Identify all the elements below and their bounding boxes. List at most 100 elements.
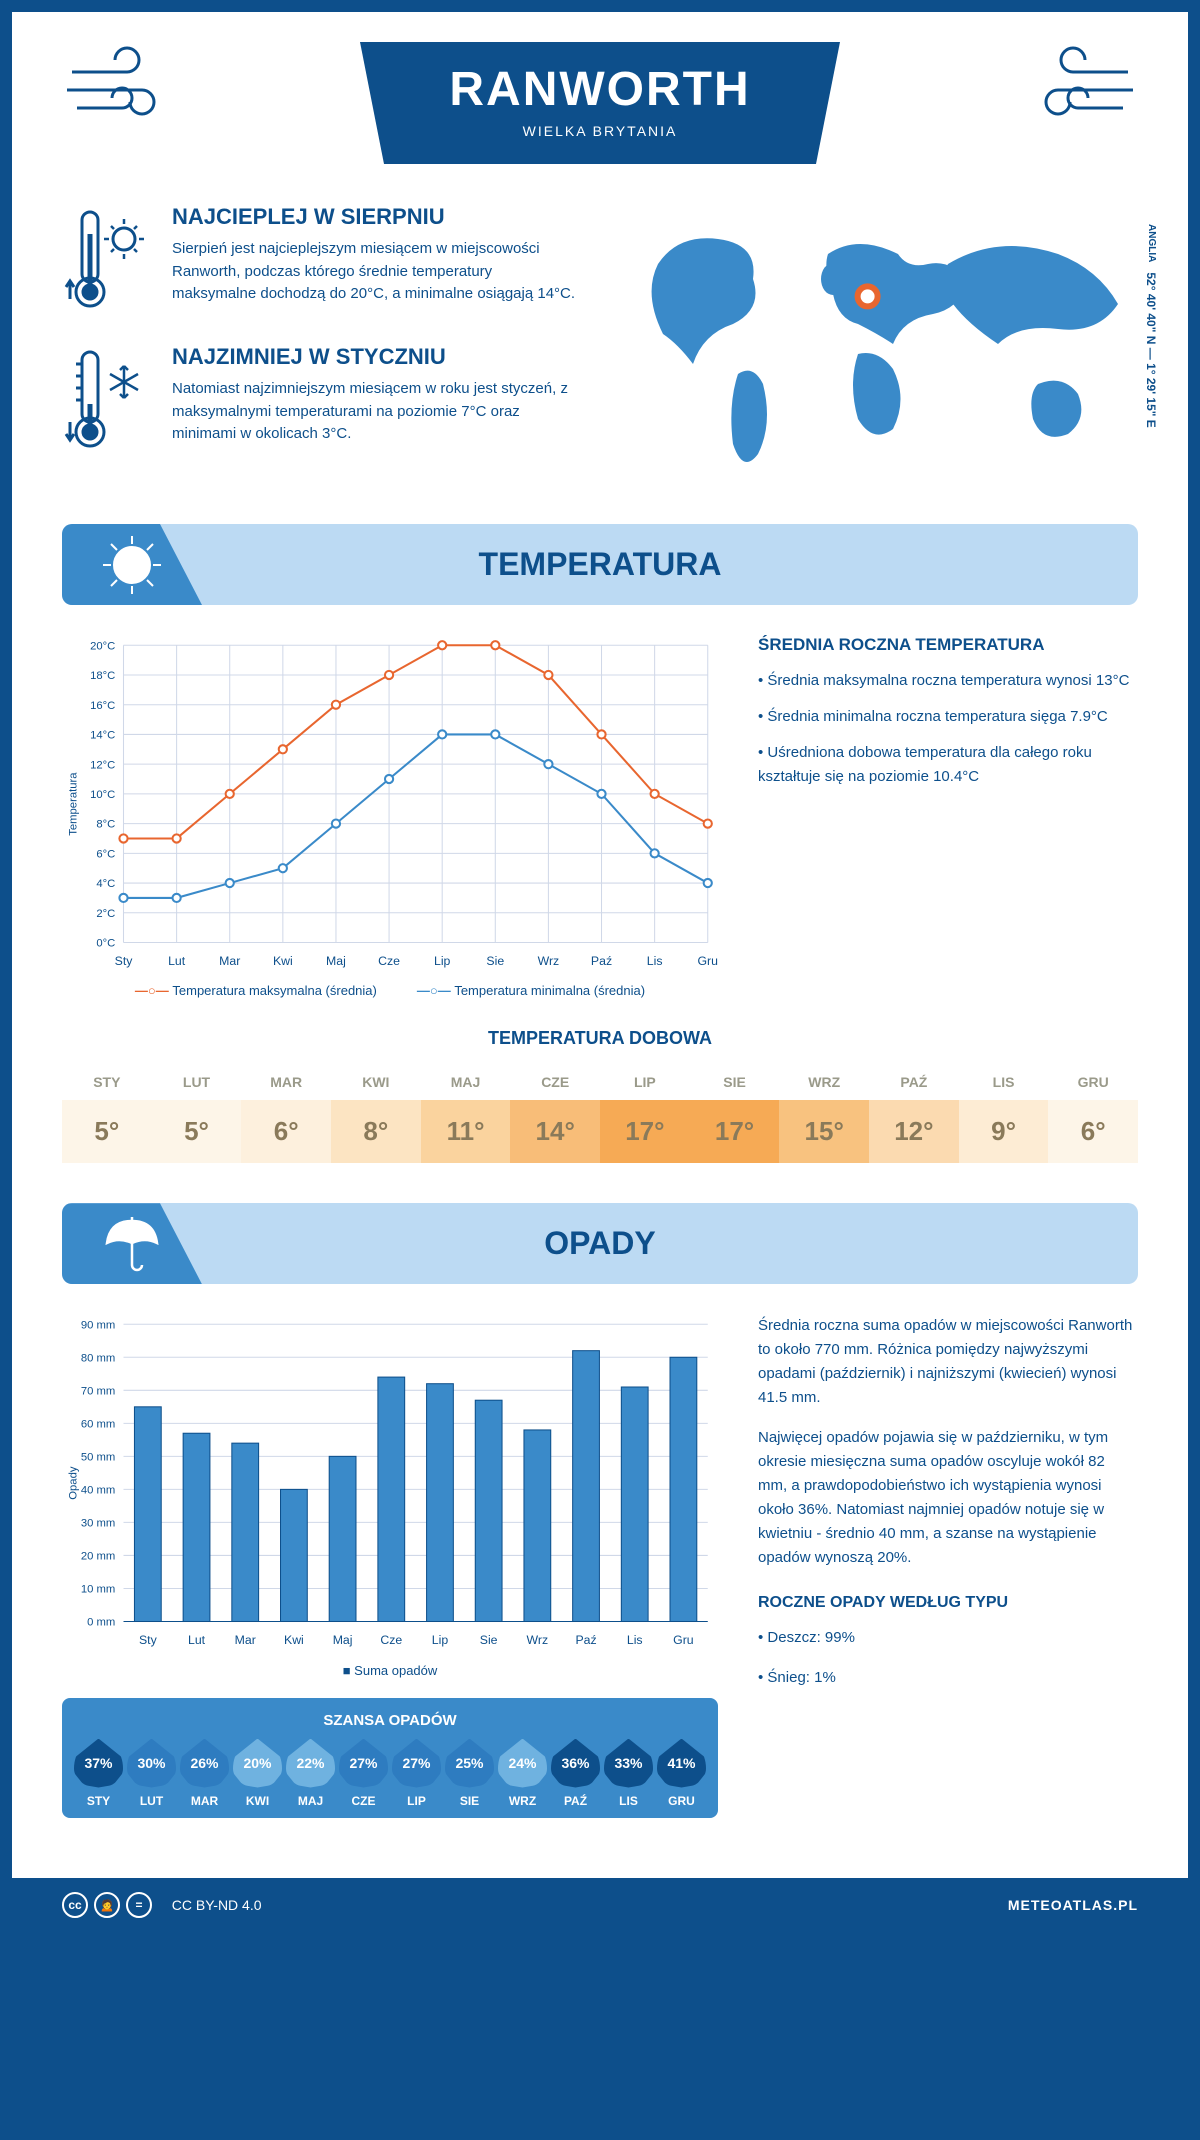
svg-text:12°C: 12°C xyxy=(90,759,115,771)
svg-text:0 mm: 0 mm xyxy=(87,1617,115,1629)
svg-text:70 mm: 70 mm xyxy=(81,1386,115,1398)
chance-drop: 30% LUT xyxy=(127,1739,176,1808)
chance-month: KWI xyxy=(233,1794,282,1808)
daily-month: MAJ xyxy=(421,1064,511,1100)
daily-month: LIP xyxy=(600,1064,690,1100)
svg-text:Maj: Maj xyxy=(326,954,346,968)
chance-month: GRU xyxy=(657,1794,706,1808)
chance-month: SIE xyxy=(445,1794,494,1808)
chance-drop: 20% KWI xyxy=(233,1739,282,1808)
precip-summary: Średnia roczna suma opadów w miejscowośc… xyxy=(758,1314,1138,1817)
svg-text:Sty: Sty xyxy=(139,1633,158,1647)
svg-text:Sie: Sie xyxy=(480,1633,498,1647)
fact-warmest: NAJCIEPLEJ W SIERPNIU Sierpień jest najc… xyxy=(62,204,578,314)
license-badge: cc 🙍 = CC BY-ND 4.0 xyxy=(62,1892,262,1918)
svg-text:Cze: Cze xyxy=(380,1633,402,1647)
daily-month: PAŹ xyxy=(869,1064,959,1100)
raindrop-icon: 30% xyxy=(127,1739,176,1788)
daily-col: GRU 6° xyxy=(1048,1064,1138,1163)
fact-cold-title: NAJZIMNIEJ W STYCZNIU xyxy=(172,344,578,370)
svg-text:Lis: Lis xyxy=(647,954,663,968)
daily-temp-table: STY 5°LUT 5°MAR 6°KWI 8°MAJ 11°CZE 14°LI… xyxy=(62,1064,1138,1163)
fact-coldest: NAJZIMNIEJ W STYCZNIU Natomiast najzimni… xyxy=(62,344,578,454)
wind-icon-right xyxy=(1018,42,1138,132)
svg-text:20 mm: 20 mm xyxy=(81,1551,115,1563)
raindrop-icon: 24% xyxy=(498,1739,547,1788)
daily-month: LUT xyxy=(152,1064,242,1100)
chance-drop: 27% LIP xyxy=(392,1739,441,1808)
daily-col: STY 5° xyxy=(62,1064,152,1163)
svg-text:Paź: Paź xyxy=(575,1633,596,1647)
daily-value: 5° xyxy=(62,1100,152,1163)
world-map: ANGLIA 52° 40' 40" N — 1° 29' 15" E xyxy=(618,204,1138,484)
temp-summary-title: ŚREDNIA ROCZNA TEMPERATURA xyxy=(758,635,1138,655)
umbrella-icon xyxy=(62,1203,202,1284)
raindrop-icon: 27% xyxy=(339,1739,388,1788)
daily-col: MAJ 11° xyxy=(421,1064,511,1163)
page-title: RANWORTH xyxy=(440,62,760,117)
daily-month: KWI xyxy=(331,1064,421,1100)
svg-text:Temperatura: Temperatura xyxy=(67,772,79,836)
legend-max: Temperatura maksymalna (średnia) xyxy=(135,983,377,998)
cc-icon: cc xyxy=(62,1892,88,1918)
daily-col: WRZ 15° xyxy=(779,1064,869,1163)
chance-drop: 26% MAR xyxy=(180,1739,229,1808)
chance-month: STY xyxy=(74,1794,123,1808)
svg-text:2°C: 2°C xyxy=(96,908,115,920)
svg-text:60 mm: 60 mm xyxy=(81,1419,115,1431)
svg-text:Kwi: Kwi xyxy=(273,954,293,968)
fact-warm-title: NAJCIEPLEJ W SIERPNIU xyxy=(172,204,578,230)
daily-month: GRU xyxy=(1048,1064,1138,1100)
daily-value: 17° xyxy=(690,1100,780,1163)
svg-text:Cze: Cze xyxy=(378,954,400,968)
temp-summary-b1: • Średnia maksymalna roczna temperatura … xyxy=(758,669,1138,693)
daily-value: 15° xyxy=(779,1100,869,1163)
svg-text:0°C: 0°C xyxy=(96,938,115,950)
daily-value: 6° xyxy=(1048,1100,1138,1163)
svg-text:10°C: 10°C xyxy=(90,789,115,801)
svg-text:Sty: Sty xyxy=(115,954,134,968)
daily-value: 14° xyxy=(510,1100,600,1163)
svg-text:Lis: Lis xyxy=(627,1633,643,1647)
daily-month: WRZ xyxy=(779,1064,869,1100)
chance-drop: 33% LIS xyxy=(604,1739,653,1808)
temp-chart-legend: Temperatura maksymalna (średnia) Tempera… xyxy=(62,983,718,998)
chance-drop: 27% CZE xyxy=(339,1739,388,1808)
temp-summary-b2: • Średnia minimalna roczna temperatura s… xyxy=(758,705,1138,729)
section-title-temp: TEMPERATURA xyxy=(479,546,722,582)
daily-month: SIE xyxy=(690,1064,780,1100)
raindrop-icon: 20% xyxy=(233,1739,282,1788)
daily-month: MAR xyxy=(241,1064,331,1100)
coordinates-label: ANGLIA 52° 40' 40" N — 1° 29' 15" E xyxy=(1144,224,1158,428)
svg-text:16°C: 16°C xyxy=(90,700,115,712)
daily-col: PAŹ 12° xyxy=(869,1064,959,1163)
footer-brand: METEOATLAS.PL xyxy=(1008,1897,1138,1913)
precip-p1: Średnia roczna suma opadów w miejscowośc… xyxy=(758,1314,1138,1410)
svg-text:90 mm: 90 mm xyxy=(81,1320,115,1332)
daily-temp-title: TEMPERATURA DOBOWA xyxy=(62,1028,1138,1049)
svg-text:Gru: Gru xyxy=(698,954,718,968)
svg-text:Maj: Maj xyxy=(333,1633,353,1647)
daily-col: LUT 5° xyxy=(152,1064,242,1163)
daily-value: 6° xyxy=(241,1100,331,1163)
daily-month: STY xyxy=(62,1064,152,1100)
page-subtitle: WIELKA BRYTANIA xyxy=(440,123,760,139)
svg-text:30 mm: 30 mm xyxy=(81,1518,115,1530)
raindrop-icon: 41% xyxy=(657,1739,706,1788)
precip-legend: Suma opadów xyxy=(62,1663,718,1678)
svg-text:10 mm: 10 mm xyxy=(81,1584,115,1596)
svg-text:14°C: 14°C xyxy=(90,730,115,742)
svg-text:Paź: Paź xyxy=(591,954,612,968)
sun-icon xyxy=(62,524,202,605)
svg-text:80 mm: 80 mm xyxy=(81,1353,115,1365)
svg-text:50 mm: 50 mm xyxy=(81,1452,115,1464)
raindrop-icon: 22% xyxy=(286,1739,335,1788)
daily-value: 12° xyxy=(869,1100,959,1163)
wind-icon-left xyxy=(62,42,182,132)
intro-row: NAJCIEPLEJ W SIERPNIU Sierpień jest najc… xyxy=(62,204,1138,484)
raindrop-icon: 37% xyxy=(74,1739,123,1788)
svg-text:4°C: 4°C xyxy=(96,878,115,890)
chance-drop: 41% GRU xyxy=(657,1739,706,1808)
raindrop-icon: 36% xyxy=(551,1739,600,1788)
chance-drop: 22% MAJ xyxy=(286,1739,335,1808)
